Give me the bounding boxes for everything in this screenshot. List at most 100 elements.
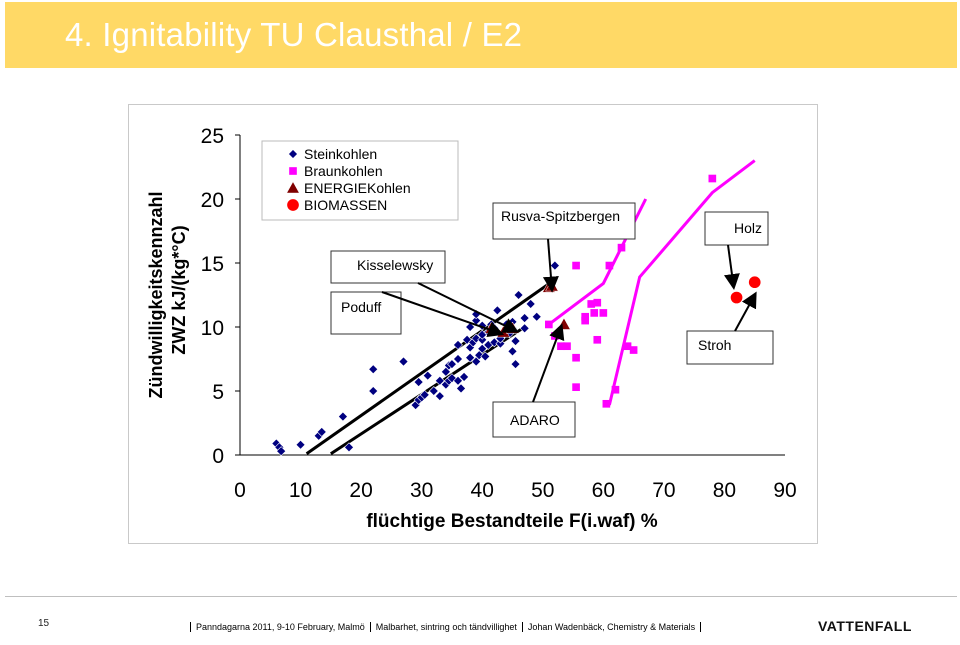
legend-label: ENERGIEKohlen xyxy=(304,180,411,196)
trend-line xyxy=(330,325,526,455)
steinkohlen-point xyxy=(434,375,445,386)
steinkohlen-point xyxy=(456,383,466,394)
annotations: Poduff Kisselewsky Rusva-Spitzbergen Holz St… xyxy=(330,202,774,438)
x-tick-label: 40 xyxy=(471,479,494,502)
steinkohlen-point xyxy=(549,260,560,271)
annotation-poduff-arrow xyxy=(381,291,505,337)
steinkohlen-point xyxy=(519,323,530,334)
steinkohlen-point xyxy=(510,359,521,370)
annotation-rusva-arrow xyxy=(542,238,559,293)
annotation-rusva-box xyxy=(492,202,636,240)
trend-line xyxy=(607,159,756,406)
steinkohlen-point xyxy=(453,354,463,364)
steinkohlen-point xyxy=(368,386,379,396)
steinkohlen-point xyxy=(459,371,469,382)
braunkohlen-point xyxy=(617,243,626,252)
y-tick-label: 20 xyxy=(201,189,224,212)
braunkohlen-point xyxy=(572,261,580,270)
annotation-kisselewsky-arrow xyxy=(417,282,520,333)
x-tick-label: 80 xyxy=(713,479,736,502)
braunkohlen-point xyxy=(572,353,580,362)
legend-marker-steinkohlen xyxy=(288,149,298,159)
steinkohlen-point xyxy=(465,322,476,332)
annotation-stroh-box xyxy=(686,330,774,365)
annotation-poduff-box xyxy=(330,291,402,335)
legend-label: Braunkohlen xyxy=(304,163,383,179)
braunkohlen-point xyxy=(629,346,638,354)
x-tick-label: 0 xyxy=(234,479,246,502)
annotation-adaro-label: ADARO xyxy=(510,412,560,428)
steinkohlen-point xyxy=(398,356,409,367)
y-axis-label-line1: Zündwilligkeitskennzahl xyxy=(146,191,166,398)
trend-line xyxy=(305,278,556,455)
y-tick-label: 0 xyxy=(212,445,224,468)
legend: SteinkohlenBraunkohlenENERGIEKohlenBIOMA… xyxy=(261,140,459,221)
footer-divider xyxy=(5,596,957,597)
braunkohlen-point xyxy=(587,300,596,308)
steinkohlen-point xyxy=(477,334,488,345)
axes xyxy=(235,134,785,456)
annotation-adaro-box xyxy=(492,401,576,438)
footer-topic: Malbarhet, sintring och tändvillighet xyxy=(369,622,523,632)
annotation-holz-arrow xyxy=(723,244,740,291)
vattenfall-logo: VATTENFALL xyxy=(818,618,912,634)
annotation-holz-box xyxy=(704,211,769,246)
steinkohlen-point xyxy=(422,370,433,381)
steinkohlen-point xyxy=(295,439,306,450)
steinkohlen-point xyxy=(434,391,445,402)
slide-number: 15 xyxy=(38,618,50,629)
steinkohlen-point xyxy=(519,313,530,323)
steinkohlen-point xyxy=(510,336,521,347)
x-tick-label: 70 xyxy=(652,479,675,502)
steinkohlen-point xyxy=(453,339,463,350)
annotation-holz-label: Holz xyxy=(734,220,762,236)
legend-marker-energiekohlen xyxy=(286,181,300,194)
steinkohlen-point xyxy=(513,290,524,300)
steinkohlen-point xyxy=(413,377,424,387)
footer-event: Panndagarna 2011, 9-10 February, Malmö xyxy=(190,622,371,632)
steinkohlen-point xyxy=(480,351,491,362)
y-tick-label: 15 xyxy=(201,253,224,276)
braunkohlen-point xyxy=(602,399,611,408)
steinkohlen-point xyxy=(276,446,287,457)
braunkohlen-point xyxy=(593,298,602,307)
steinkohlen-point xyxy=(477,343,488,354)
annotation-rusva-label: Rusva-Spitzbergen xyxy=(501,208,620,224)
braunkohlen-point xyxy=(581,312,589,321)
annotation-kisselewsky-label: Kisselewsky xyxy=(357,257,433,273)
x-tick-label: 20 xyxy=(349,479,372,502)
y-tick-label: 5 xyxy=(212,381,224,404)
braunkohlen-point xyxy=(590,309,599,317)
x-axis-label: flüchtige Bestandteile F(i.waf) % xyxy=(366,511,657,532)
legend-label: BIOMASSEN xyxy=(304,197,387,213)
annotation-adaro-arrow xyxy=(532,323,565,403)
energiekohlen-point xyxy=(557,317,571,330)
steinkohlen-point xyxy=(495,338,506,349)
annotation-poduff-label: Poduff xyxy=(341,299,381,315)
y-tick-label: 10 xyxy=(201,317,224,340)
steinkohlen-point xyxy=(338,411,348,422)
steinkohlen-point xyxy=(419,389,430,400)
braunkohlen-point xyxy=(593,335,602,344)
steinkohlen-point xyxy=(428,386,439,396)
x-tick-label: 10 xyxy=(289,479,312,502)
steinkohlen-point xyxy=(531,311,542,322)
braunkohlen-point xyxy=(545,320,553,329)
legend-marker-biomassen xyxy=(287,199,299,211)
annotation-stroh-arrow xyxy=(734,291,757,332)
x-tick-label: 90 xyxy=(773,479,796,502)
braunkohlen-point xyxy=(572,383,580,391)
biomassen-point xyxy=(730,291,743,304)
steinkohlen-point xyxy=(447,359,457,370)
braunkohlen-point xyxy=(708,174,717,183)
braunkohlen-point xyxy=(557,342,565,351)
y-axis-label-line2: ZWZ kJ/(kg*°C) xyxy=(169,225,189,354)
steinkohlen-point xyxy=(453,375,463,386)
y-tick-label: 25 xyxy=(201,125,224,148)
x-tick-label: 30 xyxy=(410,479,433,502)
braunkohlen-point xyxy=(605,261,614,270)
steinkohlen-point xyxy=(525,299,536,309)
steinkohlen-point xyxy=(368,364,379,375)
legend-label: Steinkohlen xyxy=(304,146,377,162)
slide-title: 4. Ignitability TU Clausthal / E2 xyxy=(65,16,523,53)
